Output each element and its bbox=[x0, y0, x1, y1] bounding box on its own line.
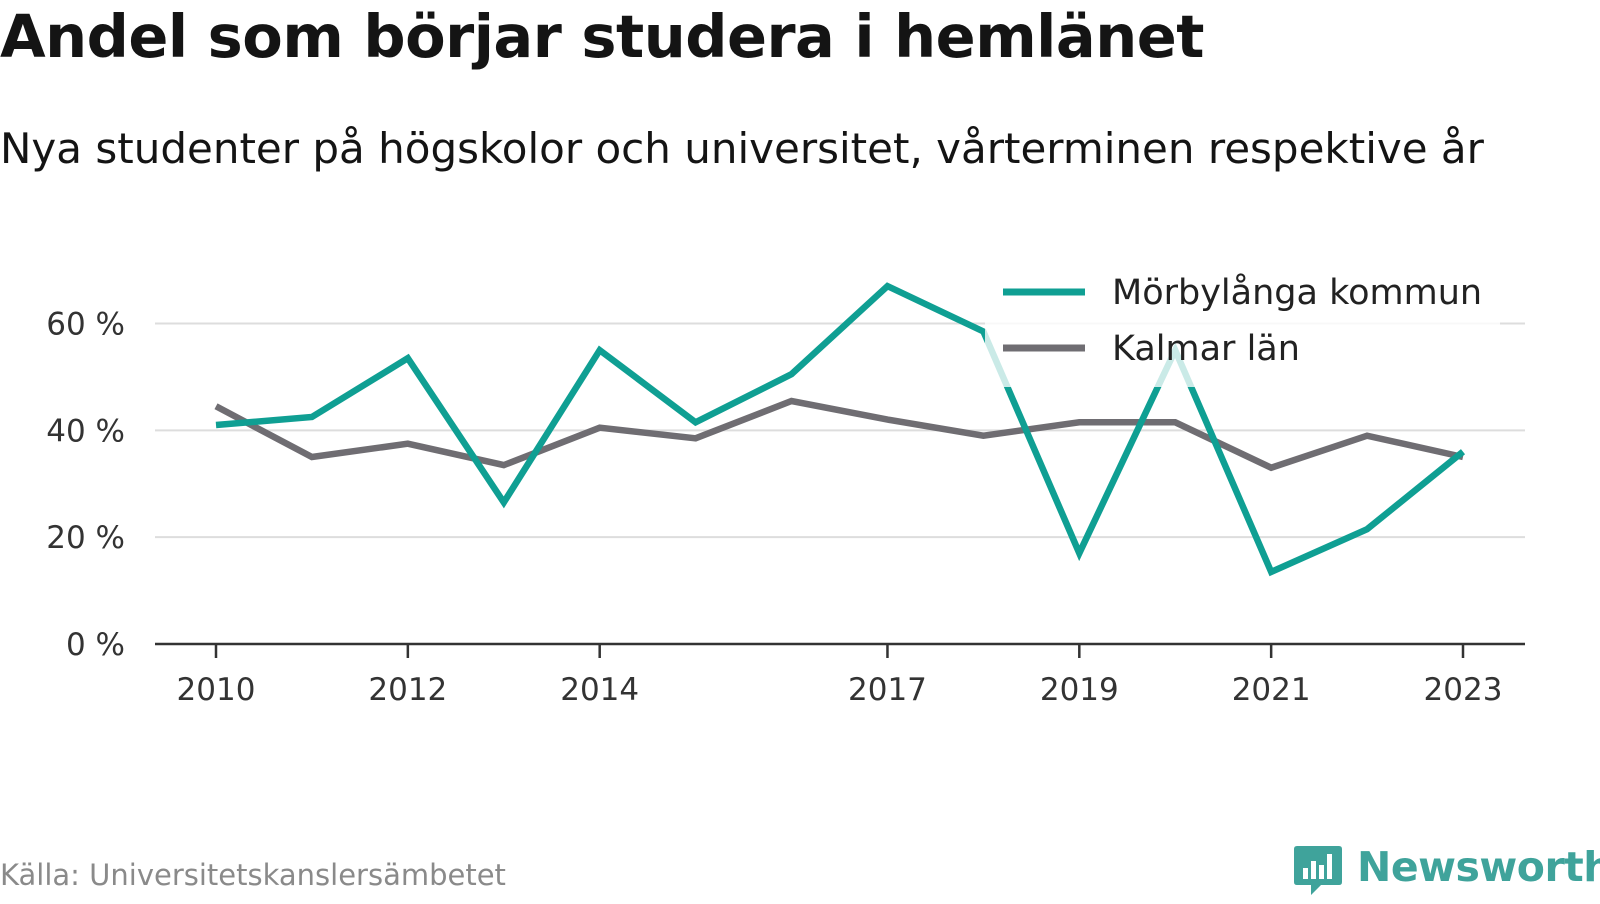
source-note: Källa: Universitetskanslersämbetet bbox=[0, 858, 506, 892]
y-tick-label: 0 % bbox=[66, 627, 125, 663]
legend: Mörbylånga kommun Kalmar län bbox=[985, 262, 1500, 387]
y-tick-label: 40 % bbox=[46, 413, 125, 449]
legend-label: Kalmar län bbox=[1112, 329, 1300, 369]
y-tick-label: 20 % bbox=[46, 520, 125, 556]
x-tick-label: 2023 bbox=[1424, 672, 1503, 708]
y-tick-label: 60 % bbox=[46, 307, 125, 343]
x-axis: 2010 2012 2014 2017 2019 2021 2023 bbox=[155, 644, 1525, 708]
x-tick-label: 2017 bbox=[848, 672, 927, 708]
brand-name: Newsworthy bbox=[1357, 844, 1600, 890]
x-tick-label: 2014 bbox=[560, 672, 639, 708]
legend-label: Mörbylånga kommun bbox=[1112, 272, 1482, 313]
bar-chart-speech-bubble-icon bbox=[1293, 844, 1343, 896]
x-tick-label: 2019 bbox=[1040, 672, 1119, 708]
x-tick-label: 2021 bbox=[1232, 672, 1311, 708]
brand-logo-link[interactable]: Newsworthy bbox=[1293, 844, 1600, 904]
x-tick-label: 2010 bbox=[177, 672, 256, 708]
x-tick-label: 2012 bbox=[368, 672, 447, 708]
series-line-1 bbox=[216, 401, 1463, 468]
